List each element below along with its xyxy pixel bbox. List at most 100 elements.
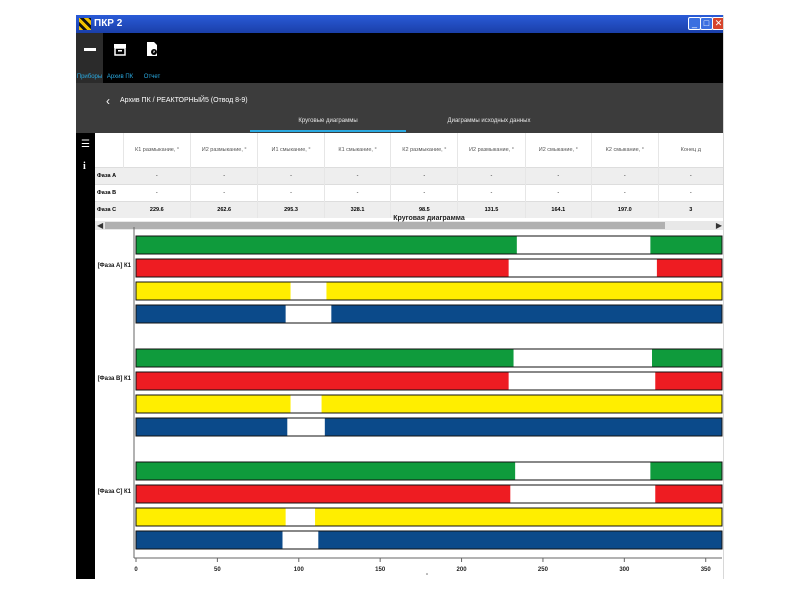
column-header[interactable]: И1 смыкание, ° bbox=[257, 133, 325, 167]
table-cell: 98.5 bbox=[390, 200, 459, 218]
bar-segment bbox=[655, 372, 722, 390]
table-row[interactable]: Фаза B - - - - - - - - - bbox=[95, 183, 723, 201]
table-cell: - bbox=[525, 183, 593, 201]
table-cell: 328.1 bbox=[324, 200, 392, 218]
breadcrumb-bar: ‹ Архив ПК / РЕАКТОРНЫЙ5 (Отвод 8-9) Кру… bbox=[76, 83, 723, 133]
x-axis-label: ° bbox=[426, 573, 428, 579]
column-header[interactable]: К2 смыкание, ° bbox=[591, 133, 659, 167]
bar-outline bbox=[135, 394, 723, 414]
group-label: [Фаза С] К1 bbox=[98, 489, 132, 495]
minimize-button[interactable]: _ bbox=[688, 17, 701, 30]
x-tick-label: 350 bbox=[701, 567, 712, 573]
bar-outline bbox=[135, 281, 723, 301]
table-cell: - bbox=[324, 166, 392, 184]
column-header[interactable]: И2 размыкание, ° bbox=[190, 133, 259, 167]
report-icon bbox=[144, 41, 160, 57]
column-header[interactable]: Конец д bbox=[658, 133, 723, 167]
bar-gap bbox=[282, 531, 319, 549]
table-cell: 229.6 bbox=[123, 200, 192, 218]
bar-segment bbox=[652, 349, 722, 367]
bar-segment bbox=[656, 259, 722, 277]
bar-gap bbox=[508, 259, 657, 277]
x-tick-label: 50 bbox=[214, 567, 221, 573]
bar-segment bbox=[655, 485, 722, 503]
table-cell: - bbox=[257, 166, 325, 184]
bar-outline bbox=[135, 417, 723, 437]
table-cell: - bbox=[658, 183, 723, 201]
report-button[interactable]: Отчет bbox=[137, 33, 167, 83]
scroll-right-icon[interactable]: ▶ bbox=[715, 221, 722, 230]
bar-segment bbox=[326, 282, 722, 300]
horizontal-scrollbar[interactable]: ◀ ▶ bbox=[95, 221, 723, 230]
bar-gap bbox=[516, 236, 651, 254]
bar-segment bbox=[315, 508, 722, 526]
bar-segment bbox=[136, 531, 283, 549]
archive-label: Архив ПК bbox=[106, 74, 134, 80]
bar-segment bbox=[650, 462, 722, 480]
chevron-left-icon[interactable]: ‹ bbox=[106, 94, 110, 108]
bar-outline bbox=[135, 530, 723, 550]
bar-segment bbox=[136, 236, 517, 254]
bar-outline bbox=[135, 348, 723, 368]
breadcrumb: Архив ПК / РЕАКТОРНЫЙ5 (Отвод 8-9) bbox=[120, 97, 248, 104]
group-label: [Фаза А] К1 bbox=[98, 263, 132, 269]
bar-segment bbox=[136, 462, 516, 480]
column-header[interactable]: К1 смыкание, ° bbox=[324, 133, 392, 167]
row-label: Фаза C bbox=[95, 200, 124, 218]
table-cell: - bbox=[324, 183, 392, 201]
table-cell: - bbox=[190, 166, 259, 184]
info-icon[interactable]: i bbox=[83, 161, 86, 172]
bar-segment bbox=[136, 418, 288, 436]
bar-gap bbox=[508, 372, 656, 390]
devices-label: Приборы bbox=[76, 74, 103, 80]
row-label: Фаза B bbox=[95, 183, 124, 201]
circular-diagram-chart: Круговая диаграмма 0 50 100 150 200 250 300 350 °… bbox=[98, 215, 723, 579]
bar-segment bbox=[136, 349, 514, 367]
tab-pie-charts[interactable]: Круговые диаграммы bbox=[298, 118, 358, 124]
table-cell: - bbox=[257, 183, 325, 201]
devices-button[interactable]: Приборы bbox=[76, 33, 103, 83]
chart-title: Круговая диаграмма bbox=[393, 215, 465, 222]
report-label: Отчет bbox=[143, 74, 161, 80]
list-icon[interactable]: ☰ bbox=[81, 139, 90, 150]
bar-outline bbox=[135, 371, 723, 391]
bar-segment bbox=[136, 305, 286, 323]
table-cell: - bbox=[190, 183, 259, 201]
row-label: Фаза A bbox=[95, 166, 124, 184]
archive-button[interactable]: Архив ПК bbox=[103, 33, 137, 83]
row-header-corner bbox=[95, 133, 124, 167]
bar-segment bbox=[331, 305, 722, 323]
column-header[interactable]: И2 смыкание, ° bbox=[525, 133, 593, 167]
bar-gap bbox=[515, 462, 651, 480]
results-table-panel: К1 размыкание, ° И2 размыкание, ° И1 смы… bbox=[95, 133, 723, 221]
tab-source-data-charts[interactable]: Диаграммы исходных данных bbox=[447, 118, 531, 124]
table-cell: 262.6 bbox=[190, 200, 259, 218]
table-row[interactable]: Фаза C 229.6 262.6 295.3 328.1 98.5 131.… bbox=[95, 200, 723, 218]
table-cell: 131.5 bbox=[457, 200, 526, 218]
bar-segment bbox=[324, 418, 722, 436]
close-button[interactable]: ✕ bbox=[712, 17, 723, 30]
bar-gap bbox=[290, 395, 322, 413]
table-cell: - bbox=[591, 183, 659, 201]
column-header[interactable]: К1 размыкание, ° bbox=[123, 133, 192, 167]
results-table: К1 размыкание, ° И2 размыкание, ° И1 смы… bbox=[95, 133, 723, 218]
table-cell: - bbox=[390, 166, 459, 184]
table-cell: - bbox=[658, 166, 723, 184]
column-header[interactable]: К2 размыкание, ° bbox=[390, 133, 459, 167]
x-tick-label: 200 bbox=[457, 567, 468, 573]
table-cell: - bbox=[390, 183, 459, 201]
bar-gap bbox=[290, 282, 327, 300]
table-cell: 295.3 bbox=[257, 200, 325, 218]
scrollbar-thumb[interactable] bbox=[105, 222, 665, 229]
table-header-row: К1 размыкание, ° И2 размыкание, ° И1 смы… bbox=[95, 133, 723, 167]
archive-icon bbox=[112, 41, 128, 57]
bar-segment bbox=[321, 395, 722, 413]
table-row[interactable]: Фаза A - - - - - - - - - bbox=[95, 166, 723, 184]
x-tick-label: 300 bbox=[619, 567, 630, 573]
bar-outline bbox=[135, 235, 723, 255]
table-cell: - bbox=[591, 166, 659, 184]
scroll-left-icon[interactable]: ◀ bbox=[97, 221, 104, 230]
x-tick-label: 100 bbox=[294, 567, 305, 573]
column-header[interactable]: И2 размыкание, ° bbox=[457, 133, 526, 167]
x-tick-label: 0 bbox=[134, 567, 138, 573]
